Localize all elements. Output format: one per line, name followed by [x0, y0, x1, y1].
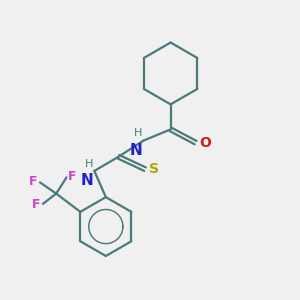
Text: F: F: [29, 175, 38, 188]
Text: N: N: [80, 173, 93, 188]
Text: F: F: [32, 198, 41, 211]
Text: S: S: [148, 162, 158, 176]
Text: O: O: [199, 136, 211, 150]
Text: F: F: [68, 170, 76, 183]
Text: N: N: [129, 143, 142, 158]
Text: H: H: [85, 158, 93, 169]
Text: H: H: [134, 128, 142, 138]
